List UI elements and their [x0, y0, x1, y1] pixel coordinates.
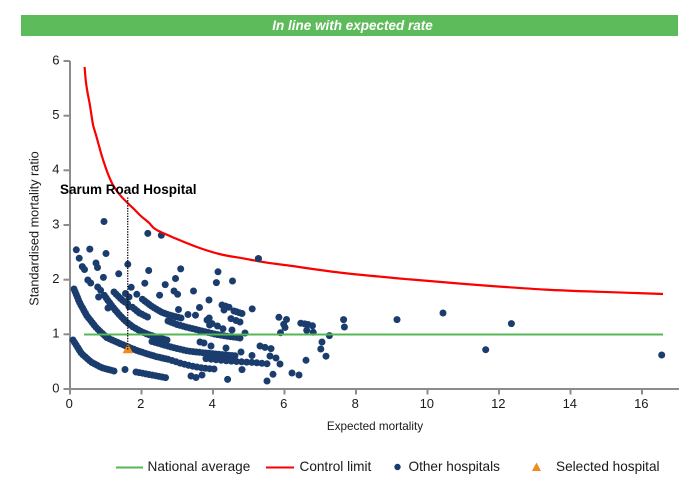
svg-text:8: 8: [352, 396, 359, 411]
svg-text:0: 0: [52, 380, 59, 395]
svg-text:4: 4: [52, 162, 59, 177]
svg-text:4: 4: [209, 396, 216, 411]
svg-text:6: 6: [52, 52, 59, 67]
svg-text:Selected hospital: Selected hospital: [556, 459, 660, 474]
svg-text:14: 14: [563, 396, 577, 411]
svg-text:12: 12: [491, 396, 505, 411]
svg-text:2: 2: [52, 271, 59, 286]
svg-text:Control limit: Control limit: [300, 459, 372, 474]
svg-text:6: 6: [280, 396, 287, 411]
svg-text:Standardised mortality ratio: Standardised mortality ratio: [28, 151, 42, 305]
svg-text:1: 1: [52, 326, 59, 341]
svg-text:0: 0: [66, 396, 73, 411]
svg-text:10: 10: [420, 396, 434, 411]
svg-text:16: 16: [634, 396, 648, 411]
svg-text:Expected mortality: Expected mortality: [327, 420, 423, 433]
svg-text:Other hospitals: Other hospitals: [409, 459, 501, 474]
svg-text:3: 3: [52, 216, 59, 231]
svg-text:Sarum Road Hospital: Sarum Road Hospital: [60, 182, 197, 197]
svg-text:National average: National average: [148, 459, 251, 474]
svg-text:2: 2: [137, 396, 144, 411]
svg-text:5: 5: [52, 107, 59, 122]
